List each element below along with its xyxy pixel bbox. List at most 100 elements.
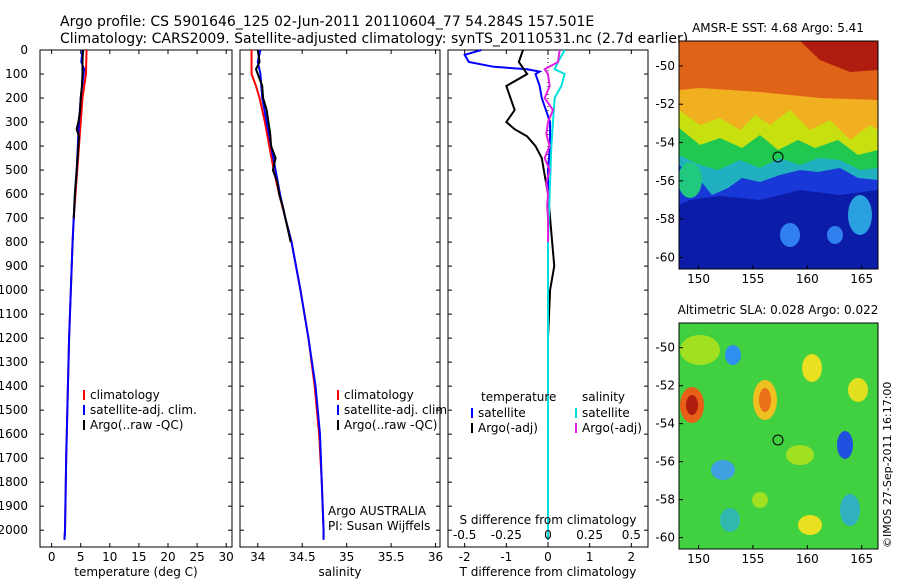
salinity-panel: 34 34.5 35 35.5 36 salinity climatologysatelli… — [239, 49, 451, 579]
map-y-tick-label: -58 — [655, 212, 675, 226]
legend-group-title: temperature — [481, 390, 556, 404]
depth-tick-label: 1100 — [0, 307, 28, 321]
legend-label: Argo(..raw -QC) — [90, 418, 183, 432]
depth-tick-label: 700 — [5, 211, 28, 225]
top-tick-label: 0 — [544, 528, 552, 542]
x-tick-label: 5 — [77, 550, 85, 564]
depth-tick-label: 1400 — [0, 379, 28, 393]
top-tick-label: 0.25 — [576, 528, 603, 542]
x-axis-label: salinity — [318, 565, 361, 579]
depth-tick-label: 500 — [5, 163, 28, 177]
annotation: PI: Susan Wijffels — [328, 519, 430, 533]
top-tick-label: -0.25 — [491, 528, 522, 542]
x-tick-label: 0 — [544, 550, 552, 564]
annotation: Argo AUSTRALIA — [328, 504, 427, 518]
map-y-tick-label: -58 — [655, 493, 675, 507]
depth-tick-label: 300 — [5, 115, 28, 129]
figure-title-line2: Climatology: CARS2009. Satellite-adjuste… — [60, 31, 688, 47]
x-tick-label: 20 — [160, 550, 175, 564]
temperature-panel: 0100200300400500600700800900100011001200… — [0, 43, 234, 579]
x-tick-label: 0 — [48, 550, 56, 564]
map-x-tick-label: 160 — [796, 272, 819, 286]
legend-group-title: salinity — [582, 390, 625, 404]
legend-label: Argo(-adj) — [478, 421, 538, 435]
series-line-2 — [72, 49, 85, 219]
x-tick-label: 15 — [131, 550, 146, 564]
sla-argo-marker — [772, 434, 784, 446]
x-tick-label: 25 — [189, 550, 204, 564]
series-line-2 — [547, 49, 566, 540]
map-y-tick-label: -54 — [655, 136, 675, 150]
imos-credit: ©IMOS 27-Sep-2011 16:17:00 — [881, 382, 894, 548]
legend-label: Argo(-adj) — [582, 421, 642, 435]
depth-tick-label: 1200 — [0, 331, 28, 345]
sla-map: Altimetric SLA: 0.028 Argo: 0.022 150 155… — [655, 303, 879, 566]
depth-tick-label: 600 — [5, 187, 28, 201]
difference-panel: -2 -1 0 1 2T difference from climatology temp… — [447, 49, 649, 579]
depth-tick-label: 400 — [5, 139, 28, 153]
series-line-2 — [254, 49, 292, 243]
plot-frame — [39, 49, 233, 548]
x-tick-label: -2 — [459, 550, 471, 564]
depth-tick-label: 1800 — [0, 475, 28, 489]
depth-tick-label: 800 — [5, 235, 28, 249]
map-y-tick-label: -56 — [655, 455, 675, 469]
x-tick-label: 36 — [428, 550, 443, 564]
top-tick-label: 0.5 — [622, 528, 641, 542]
legend-label: satellite — [478, 406, 526, 420]
x-tick-label: 35 — [339, 550, 354, 564]
map-y-tick-label: -50 — [655, 341, 675, 355]
depth-tick-label: 900 — [5, 259, 28, 273]
depth-tick-label: 0 — [20, 43, 28, 57]
sst-map-title: AMSR-E SST: 4.68 Argo: 5.41 — [692, 21, 864, 35]
top-tick-label: -0.5 — [453, 528, 476, 542]
map-y-tick-label: -52 — [655, 97, 675, 111]
depth-tick-label: 1500 — [0, 403, 28, 417]
legend-label: climatology — [90, 388, 160, 402]
map-x-tick-label: 165 — [850, 272, 873, 286]
map-x-tick-label: 160 — [796, 552, 819, 566]
top-axis-label: S difference from climatology — [460, 513, 637, 527]
legend-label: satellite-adj. clim. — [90, 403, 197, 417]
depth-tick-label: 100 — [5, 67, 28, 81]
map-y-tick-label: -56 — [655, 174, 675, 188]
depth-tick-label: 1900 — [0, 499, 28, 513]
x-tick-label: 1 — [586, 550, 594, 564]
plot-frame — [239, 49, 441, 548]
depth-tick-label: 2000 — [0, 523, 28, 537]
depth-tick-label: 1600 — [0, 427, 28, 441]
x-tick-label: 2 — [628, 550, 636, 564]
x-tick-label: 34.5 — [289, 550, 316, 564]
x-axis-label: temperature (deg C) — [74, 565, 197, 579]
depth-tick-label: 1000 — [0, 283, 28, 297]
x-tick-label: 30 — [219, 550, 234, 564]
map-y-tick-label: -54 — [655, 417, 675, 431]
depth-tick-label: 1700 — [0, 451, 28, 465]
x-tick-label: 10 — [102, 550, 117, 564]
map-y-tick-label: -50 — [655, 59, 675, 73]
map-x-tick-label: 155 — [741, 272, 764, 286]
x-tick-label: -1 — [500, 550, 512, 564]
x-axis-label: T difference from climatology — [459, 565, 637, 579]
sst-argo-marker — [772, 151, 784, 163]
sst-map: AMSR-E SST: 4.68 Argo: 5.41 150 155 160 165… — [655, 21, 879, 286]
legend-label: climatology — [344, 388, 414, 402]
map-y-tick-label: -60 — [655, 251, 675, 265]
sla-map-title: Altimetric SLA: 0.028 Argo: 0.022 — [678, 303, 879, 317]
depth-tick-label: 200 — [5, 91, 28, 105]
legend-label: Argo(..raw -QC) — [344, 418, 437, 432]
x-tick-label: 35.5 — [378, 550, 405, 564]
x-tick-label: 34 — [250, 550, 265, 564]
map-x-tick-label: 165 — [850, 552, 873, 566]
map-y-tick-label: -52 — [655, 379, 675, 393]
legend-label: satellite-adj. clim. — [344, 403, 451, 417]
map-y-tick-label: -60 — [655, 531, 675, 545]
depth-tick-label: 1300 — [0, 355, 28, 369]
series-line-3 — [543, 49, 561, 243]
legend-label: satellite — [582, 406, 630, 420]
map-x-tick-label: 155 — [741, 552, 764, 566]
map-x-tick-label: 150 — [687, 552, 710, 566]
map-x-tick-label: 150 — [687, 272, 710, 286]
figure-title-line1: Argo profile: CS 5901646_125 02-Jun-2011… — [60, 14, 594, 30]
